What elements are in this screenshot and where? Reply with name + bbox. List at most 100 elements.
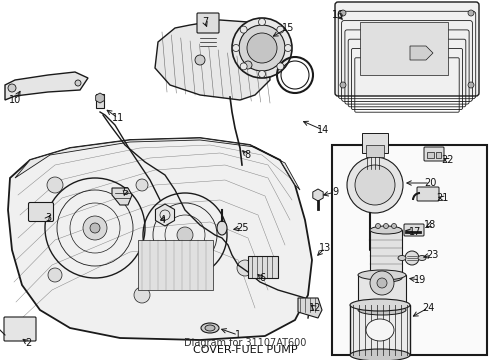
Circle shape [277,26,284,33]
Ellipse shape [350,349,410,360]
Ellipse shape [358,270,406,280]
Text: 5: 5 [122,187,128,197]
Ellipse shape [370,274,402,282]
Circle shape [232,45,240,51]
Bar [96,94,104,108]
Text: 2: 2 [25,338,31,348]
Text: 7: 7 [202,17,208,27]
FancyBboxPatch shape [28,202,53,221]
Circle shape [259,71,266,77]
Circle shape [244,61,252,69]
Polygon shape [8,138,312,340]
Circle shape [134,287,150,303]
Circle shape [340,10,346,16]
Text: 25: 25 [236,223,248,233]
FancyBboxPatch shape [197,13,219,33]
Ellipse shape [366,319,394,341]
Circle shape [75,80,81,86]
Text: 12: 12 [309,303,321,313]
Ellipse shape [217,221,227,235]
Ellipse shape [201,323,219,333]
Text: 23: 23 [426,250,438,260]
Ellipse shape [350,299,410,311]
Polygon shape [410,46,433,60]
Text: 11: 11 [112,113,124,123]
Ellipse shape [370,226,402,234]
Text: 4: 4 [160,215,166,225]
Polygon shape [15,138,300,190]
Circle shape [48,268,62,282]
Text: 22: 22 [441,155,453,165]
Polygon shape [155,20,270,100]
Text: 1: 1 [235,330,241,340]
FancyBboxPatch shape [424,147,444,161]
Ellipse shape [418,256,426,261]
Text: 6: 6 [259,273,265,283]
FancyBboxPatch shape [417,187,439,201]
FancyBboxPatch shape [335,2,479,96]
Ellipse shape [205,325,215,331]
Bar [360,22,448,75]
Circle shape [340,82,346,88]
Circle shape [392,224,396,229]
Circle shape [285,45,292,51]
Circle shape [355,165,395,205]
Circle shape [47,177,63,193]
FancyBboxPatch shape [404,224,424,236]
Text: 15: 15 [282,23,294,33]
Circle shape [468,10,474,16]
Circle shape [370,271,394,295]
Bar [362,133,388,153]
Circle shape [8,84,16,92]
Bar [350,305,410,355]
Text: 8: 8 [244,150,250,160]
Ellipse shape [358,305,406,315]
Circle shape [83,216,107,240]
Circle shape [232,18,292,78]
Text: 14: 14 [317,125,329,135]
Ellipse shape [398,256,406,261]
Bar [370,230,402,278]
Text: 18: 18 [424,220,436,230]
Circle shape [277,63,284,70]
Text: 20: 20 [424,178,436,188]
Circle shape [468,82,474,88]
Circle shape [347,157,403,213]
Text: 10: 10 [9,95,21,105]
Text: COVER-FUEL PUMP: COVER-FUEL PUMP [193,345,297,355]
Circle shape [240,26,247,33]
Bar [427,152,434,158]
Bar [366,145,384,157]
Bar [138,240,213,290]
Text: 21: 21 [436,193,448,203]
Polygon shape [5,72,88,100]
Circle shape [195,55,205,65]
Text: 9: 9 [332,187,338,197]
Polygon shape [112,188,132,205]
Circle shape [384,224,389,229]
Circle shape [377,278,387,288]
Circle shape [247,33,277,63]
Text: 17: 17 [409,227,421,237]
Text: 19: 19 [414,275,426,285]
Bar [248,256,278,278]
Circle shape [259,18,266,26]
Polygon shape [298,298,322,318]
Circle shape [136,179,148,191]
Text: 24: 24 [422,303,434,313]
Text: 13: 13 [319,243,331,253]
Circle shape [239,25,285,71]
Circle shape [405,251,419,265]
Circle shape [177,227,193,243]
Text: 16: 16 [332,10,344,20]
Circle shape [237,260,253,276]
FancyBboxPatch shape [4,317,36,341]
Bar [436,152,441,158]
Bar [358,275,406,310]
Circle shape [375,224,381,229]
Text: 3: 3 [45,213,51,223]
Bar [332,145,487,355]
Circle shape [240,63,247,70]
Circle shape [90,223,100,233]
Text: Diagram for 31107AT600: Diagram for 31107AT600 [184,338,306,348]
